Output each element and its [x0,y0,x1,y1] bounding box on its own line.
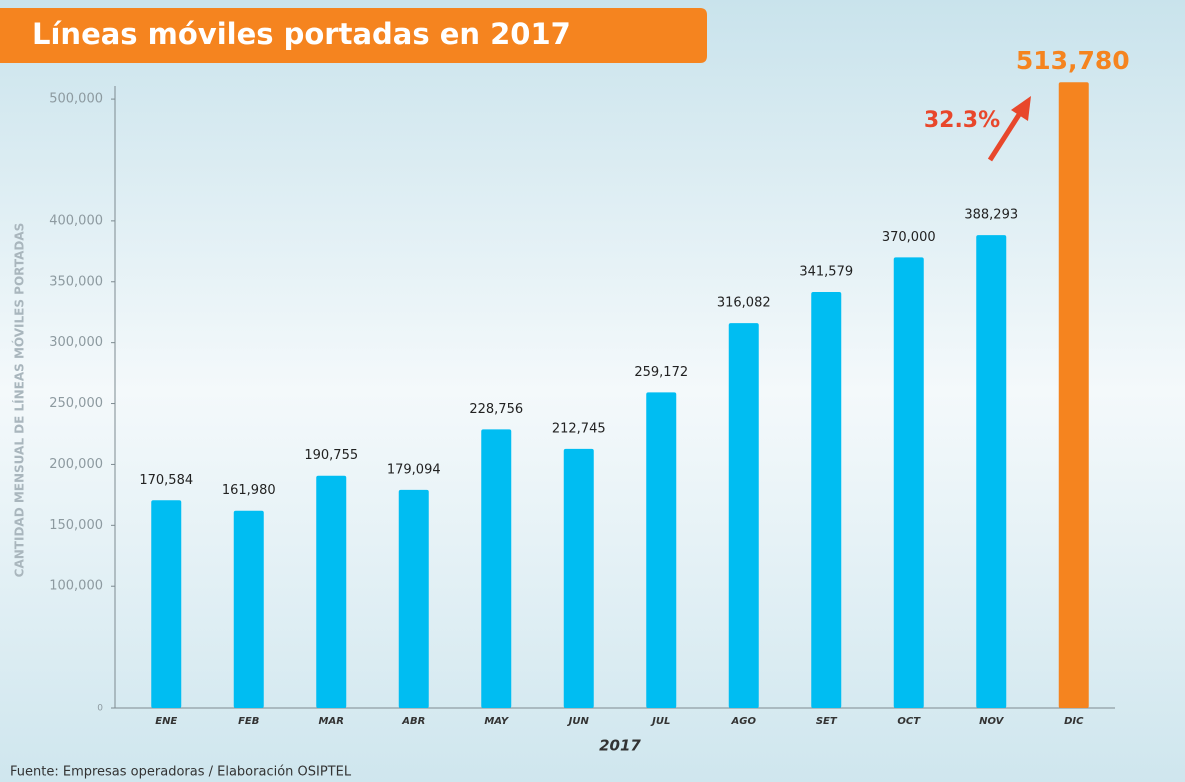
bar [398,489,429,708]
arrow [987,108,1025,162]
y-tick-label: 500,000 [49,92,103,107]
y-tick-label: 0 [97,704,103,714]
bar [893,257,924,708]
value-label: 190,755 [304,448,358,463]
annotation: 32.3% [924,108,1000,133]
bar [646,392,677,708]
y-axis-title: CANTIDAD MENSUAL DE LÍNEAS MÓVILES PORTA… [12,223,27,578]
y-tick-label: 150,000 [49,518,103,533]
x-tick-label: OCT [897,716,921,727]
value-label: 228,756 [469,402,523,417]
value-label: 212,745 [552,421,606,436]
x-tick-label: SET [816,716,838,727]
bar [563,448,594,708]
y-tick-label: 400,000 [49,213,103,228]
y-tick-label: 200,000 [49,457,103,472]
x-tick-label: NOV [979,716,1005,727]
y-tick-label: 350,000 [49,274,103,289]
x-tick-label: AGO [731,716,757,727]
title-banner [0,8,707,63]
value-label: 161,980 [222,483,276,498]
bar [811,292,842,708]
value-label: 388,293 [964,208,1018,223]
x-tick-label: JUN [567,716,590,727]
chart-title: Líneas móviles portadas en 2017 [32,17,571,51]
y-tick-label: 300,000 [49,335,103,350]
y-tick-label: 100,000 [49,579,103,594]
x-axis-title: 2017 [599,737,641,755]
x-tick-label: MAR [319,716,344,727]
bar [481,429,512,708]
x-tick-label: ABR [401,716,425,727]
y-tick-label: 250,000 [49,396,103,411]
value-label: 370,000 [882,230,936,245]
source: Fuente: Empresas operadoras / Elaboració… [10,765,352,780]
x-tick-label: FEB [238,716,259,727]
value-label: 513,780 [1016,46,1130,75]
x-tick-label: JUL [650,716,670,727]
bar [316,475,347,708]
bar [233,510,264,708]
value-label: 316,082 [717,296,771,311]
value-label: 341,579 [799,265,853,280]
bar [1058,82,1089,709]
bar [728,323,759,708]
x-tick-label: DIC [1064,716,1084,727]
x-tick-label: ENE [155,716,177,727]
x-tick-label: MAY [484,716,510,727]
value-label: 179,094 [387,462,441,477]
value-label: 170,584 [139,473,193,488]
arrow-head [1011,96,1031,121]
value-label: 259,172 [634,365,688,380]
bar [976,235,1007,708]
bar [151,500,182,708]
